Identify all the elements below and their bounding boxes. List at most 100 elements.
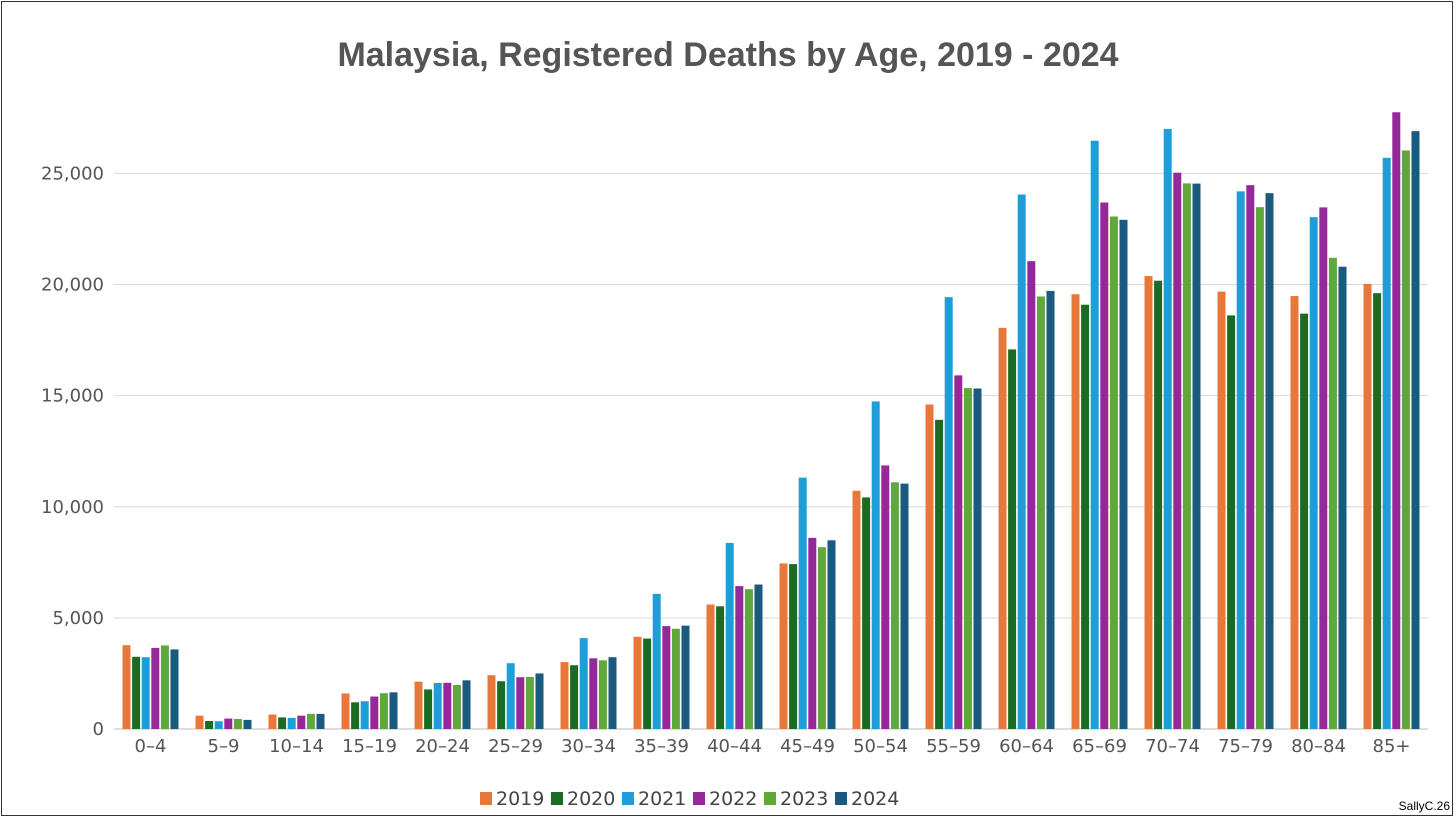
bar-2020-0 bbox=[132, 656, 141, 729]
bar-2019-6 bbox=[560, 662, 569, 729]
bar-2023-9 bbox=[817, 547, 826, 729]
bar-2023-17 bbox=[1401, 150, 1410, 729]
bar-2021-4 bbox=[433, 682, 442, 729]
bar-2021-6 bbox=[579, 638, 588, 729]
legend-label-2019: 2019 bbox=[496, 788, 544, 810]
bar-2020-13 bbox=[1081, 304, 1090, 729]
bar-2020-10 bbox=[862, 497, 871, 729]
bar-2022-6 bbox=[589, 658, 598, 729]
bar-2020-15 bbox=[1227, 315, 1236, 729]
bar-2021-15 bbox=[1236, 191, 1245, 729]
bar-2022-16 bbox=[1319, 207, 1328, 729]
bar-2023-6 bbox=[598, 660, 607, 729]
y-tick-label: 10,000 bbox=[41, 497, 104, 518]
bar-2020-1 bbox=[205, 720, 214, 729]
bar-2022-8 bbox=[735, 586, 744, 729]
bar-2023-8 bbox=[744, 589, 753, 729]
bar-2021-0 bbox=[141, 657, 150, 729]
x-tick-label: 5–9 bbox=[208, 736, 240, 757]
bar-2020-16 bbox=[1300, 313, 1309, 729]
bar-2020-9 bbox=[789, 564, 798, 729]
bar-2019-1 bbox=[195, 715, 204, 729]
bar-2021-3 bbox=[360, 701, 369, 729]
bar-2019-12 bbox=[998, 327, 1007, 729]
x-tick-label: 85+ bbox=[1373, 736, 1411, 757]
y-tick-label: 0 bbox=[93, 719, 104, 740]
bar-2020-6 bbox=[570, 665, 579, 729]
bar-2023-10 bbox=[890, 482, 899, 729]
bar-2019-14 bbox=[1144, 276, 1153, 729]
bar-2022-3 bbox=[370, 696, 379, 729]
y-tick-label: 20,000 bbox=[41, 275, 104, 296]
bar-2022-14 bbox=[1173, 172, 1182, 729]
y-axis-ticks: 0 5,000 10,000 15,000 20,000 25,000 bbox=[41, 163, 104, 740]
bar-2024-8 bbox=[754, 584, 763, 729]
bar-2023-15 bbox=[1255, 207, 1264, 730]
bar-2019-15 bbox=[1217, 291, 1226, 729]
legend-label-2020: 2020 bbox=[567, 788, 615, 810]
bars bbox=[122, 112, 1420, 730]
bar-2023-7 bbox=[671, 628, 680, 729]
legend-label-2022: 2022 bbox=[709, 788, 757, 810]
bar-2019-2 bbox=[268, 714, 277, 729]
bar-2020-3 bbox=[351, 702, 360, 729]
bar-2022-9 bbox=[808, 537, 817, 729]
bar-2022-2 bbox=[297, 715, 306, 729]
bar-2021-8 bbox=[725, 542, 734, 729]
x-tick-label: 30–34 bbox=[561, 736, 616, 757]
bar-2020-7 bbox=[643, 638, 652, 729]
legend: 2019 2020 2021 2022 2023 2024 bbox=[480, 788, 899, 810]
legend-swatch-2019 bbox=[480, 792, 492, 805]
bar-2019-17 bbox=[1363, 283, 1372, 729]
legend-swatch-2023 bbox=[764, 792, 776, 805]
bar-2022-15 bbox=[1246, 185, 1255, 730]
credit-label: SallyC.26 bbox=[1398, 799, 1450, 813]
legend-swatch-2022 bbox=[693, 792, 705, 805]
bar-2022-13 bbox=[1100, 202, 1109, 729]
bar-2019-4 bbox=[414, 681, 423, 729]
bar-2024-0 bbox=[170, 649, 179, 729]
bar-2023-16 bbox=[1328, 257, 1337, 729]
legend-label-2024: 2024 bbox=[851, 788, 899, 810]
bar-2019-3 bbox=[341, 693, 350, 729]
bar-2022-10 bbox=[881, 465, 890, 729]
bar-2023-3 bbox=[379, 693, 388, 729]
x-tick-label: 10–14 bbox=[269, 736, 324, 757]
bar-2023-11 bbox=[963, 388, 972, 729]
bar-2024-5 bbox=[535, 673, 544, 729]
bar-2023-14 bbox=[1182, 183, 1191, 730]
y-tick-label: 15,000 bbox=[41, 386, 104, 407]
bar-2021-9 bbox=[798, 477, 807, 729]
x-tick-label: 70–74 bbox=[1145, 736, 1200, 757]
legend-swatch-2021 bbox=[622, 792, 634, 805]
bar-2021-7 bbox=[652, 593, 661, 729]
bar-2021-1 bbox=[214, 721, 223, 729]
bar-2021-10 bbox=[871, 401, 880, 729]
x-tick-label: 50–54 bbox=[853, 736, 908, 757]
bar-2023-2 bbox=[306, 713, 315, 729]
bar-2019-13 bbox=[1071, 294, 1080, 729]
bar-2024-9 bbox=[827, 540, 836, 729]
bar-2024-12 bbox=[1046, 290, 1055, 729]
bar-2020-11 bbox=[935, 419, 944, 729]
bar-2022-1 bbox=[224, 718, 233, 729]
bar-2024-16 bbox=[1338, 266, 1347, 729]
bar-2023-12 bbox=[1036, 296, 1045, 729]
x-tick-label: 80–84 bbox=[1291, 736, 1346, 757]
bar-2020-14 bbox=[1154, 280, 1163, 729]
bar-2022-5 bbox=[516, 677, 525, 729]
gridlines bbox=[114, 172, 1428, 730]
bar-2024-3 bbox=[389, 692, 398, 729]
bar-2024-2 bbox=[316, 713, 325, 729]
legend-swatch-2020 bbox=[551, 792, 563, 805]
bar-2022-4 bbox=[443, 682, 452, 729]
bar-2019-9 bbox=[779, 563, 788, 729]
bar-2022-17 bbox=[1392, 112, 1401, 730]
x-tick-label: 20–24 bbox=[415, 736, 470, 757]
bar-2023-0 bbox=[160, 645, 169, 729]
bar-2019-8 bbox=[706, 604, 715, 729]
legend-label-2021: 2021 bbox=[638, 788, 686, 810]
bar-2021-12 bbox=[1017, 194, 1026, 729]
bar-2021-11 bbox=[944, 297, 953, 729]
